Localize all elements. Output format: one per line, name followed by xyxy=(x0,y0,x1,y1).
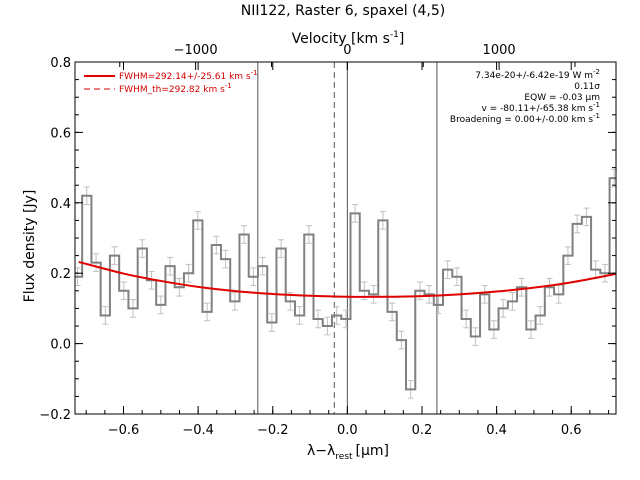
y-axis-ticks: −0.2 0.0 0.2 0.4 0.6 0.8 xyxy=(39,56,616,423)
annotation-4: Broadening = 0.00+/-0.00 km s-1 xyxy=(450,112,600,125)
x-tick-label: −0.2 xyxy=(257,423,289,438)
x-tick-label: −0.6 xyxy=(108,423,140,438)
spectrum-series-line xyxy=(75,177,616,391)
x2-axis-title: Velocity [km s-1] xyxy=(292,30,405,47)
x2-tick-label: 0 xyxy=(343,43,351,58)
y-tick-label: 0.4 xyxy=(50,197,71,212)
x-axis-title: λ−λrest [μm] xyxy=(307,443,389,462)
annotation-3: v = -80.11+/-65.38 km s-1 xyxy=(481,101,600,114)
annotation-0: 7.34e-20+/-6.42e-19 W m-2 xyxy=(475,68,600,81)
y-tick-label: 0.6 xyxy=(50,126,71,141)
x-tick-label: 0.2 xyxy=(412,423,433,438)
x-tick-label: −0.4 xyxy=(182,423,214,438)
y-tick-label: 0.2 xyxy=(50,267,71,282)
y-axis-title: Flux density [Jy] xyxy=(22,190,38,303)
x-tick-label: 0.0 xyxy=(337,423,358,438)
annotation-2: EQW = -0.03 μm xyxy=(524,93,600,103)
x-tick-label: 0.4 xyxy=(486,423,507,438)
legend: FWHM=292.14+/-25.61 km s-1 FWHM_th=292.8… xyxy=(84,69,258,95)
legend-fit-label: FWHM=292.14+/-25.61 km s-1 xyxy=(119,69,258,82)
y-tick-label: 0.0 xyxy=(50,338,71,353)
annotation-1: 0.11σ xyxy=(574,82,600,92)
chart-title: NII122, Raster 6, spaxel (4,5) xyxy=(241,3,446,19)
reference-lines xyxy=(257,62,438,414)
y-tick-label: −0.2 xyxy=(39,408,71,423)
x-tick-label: 0.6 xyxy=(561,423,582,438)
x2-axis-ticks: −1000 0 1000 xyxy=(119,43,576,70)
fit-series-line xyxy=(78,260,617,298)
y-tick-label: 0.8 xyxy=(50,56,71,71)
legend-theory-label: FWHM_th=292.82 km s-1 xyxy=(119,82,232,95)
x2-tick-label: −1000 xyxy=(174,43,218,58)
x2-tick-label: 1000 xyxy=(483,43,516,58)
